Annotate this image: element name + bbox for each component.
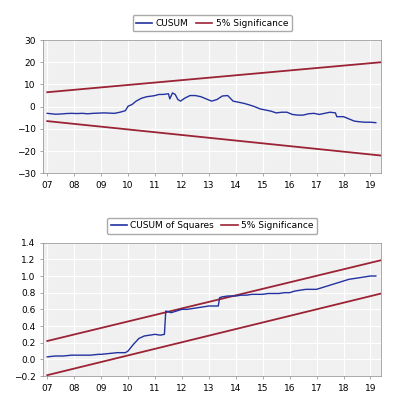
Legend: CUSUM, 5% Significance: CUSUM, 5% Significance: [132, 15, 292, 32]
Legend: CUSUM of Squares, 5% Significance: CUSUM of Squares, 5% Significance: [107, 218, 318, 234]
